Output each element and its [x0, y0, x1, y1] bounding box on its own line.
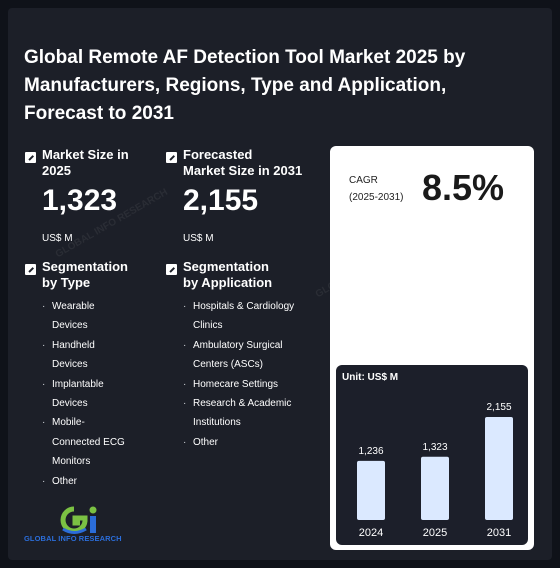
market-size-label: Market Size in 2025	[42, 147, 129, 179]
trend-arrow-icon	[25, 264, 36, 275]
bar-2031	[485, 417, 513, 520]
segmentation-type-label-line2: by Type	[42, 275, 91, 290]
cagr-label-line1: CAGR	[349, 175, 378, 186]
segmentation-application-label: Segmentation by Application	[183, 259, 272, 291]
logo-text: GLOBAL INFO RESEARCH	[24, 534, 122, 543]
list-item: Hospitals & Cardiology	[183, 297, 294, 317]
list-item: Ambulatory Surgical	[183, 336, 294, 356]
forecast-size-label-line1: Forecasted	[183, 147, 253, 162]
forecast-size-unit: US$ M	[183, 233, 214, 244]
chart-unit-label: Unit: US$ M	[342, 372, 399, 383]
bar-value-label: 1,236	[358, 446, 383, 457]
company-logo: GLOBAL INFO RESEARCH	[24, 505, 144, 545]
market-size-value: 1,323	[42, 184, 118, 217]
list-item: Handheld	[42, 336, 125, 356]
forecast-size-label: Forecasted Market Size in 2031	[183, 147, 302, 179]
x-tick-label: 2024	[359, 527, 383, 539]
list-item: Other	[183, 433, 294, 453]
cagr-label: CAGR (2025-2031)	[349, 172, 403, 206]
list-item: Devices	[52, 359, 88, 371]
segmentation-type-label: Segmentation by Type	[42, 259, 128, 291]
cagr-value: 8.5%	[422, 167, 505, 208]
application-list: Hospitals & Cardiology Clinics Ambulatory …	[183, 297, 294, 453]
x-tick-label: 2031	[487, 527, 511, 539]
market-size-label-line1: Market Size in	[42, 147, 129, 162]
logo-mark-icon	[60, 506, 97, 534]
list-item: Monitors	[52, 456, 91, 468]
bar-chart: 1,236 2024 1,323 2025 2,155 2031	[357, 402, 513, 539]
bar-2024	[357, 460, 385, 520]
market-size-unit: US$ M	[42, 233, 73, 244]
infographic-card: GLOBAL INFO RESEARCH GLOBAL INFO RESEARC…	[8, 8, 552, 560]
bar-2025	[421, 456, 449, 520]
list-item: Connected ECG	[52, 436, 125, 448]
type-list: Wearable Devices Handheld Devices Implantabl…	[42, 297, 125, 491]
segmentation-application-label-line1: Segmentation	[183, 259, 269, 274]
list-item: Research & Academic	[183, 394, 294, 414]
list-item: Centers (ASCs)	[193, 359, 264, 371]
list-item: Wearable	[42, 297, 125, 317]
list-item: Implantable	[42, 375, 125, 395]
list-item: Clinics	[193, 320, 223, 332]
segmentation-type-label-line1: Segmentation	[42, 259, 128, 274]
forecast-size-value: 2,155	[183, 184, 259, 217]
list-item: Mobile-	[42, 413, 125, 433]
bar-value-label: 2,155	[486, 402, 511, 413]
cagr-panel: CAGR (2025-2031) 8.5% Unit: US$ M 1,236 2…	[330, 146, 534, 550]
list-item: Homecare Settings	[183, 375, 294, 395]
bar-value-label: 1,323	[422, 442, 447, 453]
forecast-size-label-line2: Market Size in 2031	[183, 163, 303, 178]
cagr-label-line2: (2025-2031)	[349, 192, 404, 203]
trend-arrow-icon	[25, 152, 36, 163]
list-item: Devices	[52, 320, 88, 332]
segmentation-application-label-line2: by Application	[183, 275, 273, 290]
trend-arrow-icon	[166, 264, 177, 275]
list-item: Institutions	[193, 417, 241, 429]
market-size-label-line2: 2025	[42, 163, 71, 178]
trend-arrow-icon	[166, 152, 177, 163]
bar-chart-panel: Unit: US$ M 1,236 2024 1,323 2025 2,155 2031	[336, 365, 528, 545]
list-item: Devices	[52, 398, 88, 410]
page-title: Global Remote AF Detection Tool Market 2…	[24, 47, 466, 124]
x-tick-label: 2025	[423, 527, 447, 539]
list-item: Other	[42, 472, 125, 492]
